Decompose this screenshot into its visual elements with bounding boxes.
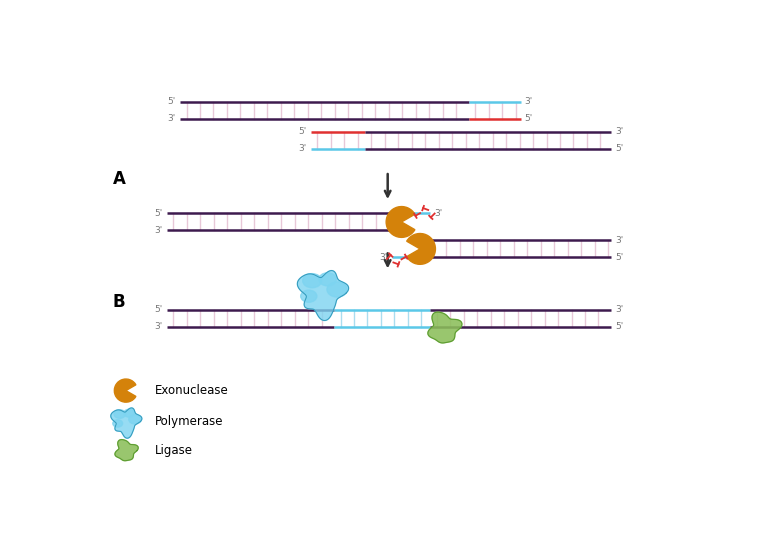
Wedge shape — [386, 207, 415, 237]
Polygon shape — [297, 270, 348, 320]
Ellipse shape — [327, 282, 347, 297]
Text: 5': 5' — [154, 305, 163, 314]
Text: 3': 3' — [434, 209, 442, 218]
Text: 5': 5' — [615, 322, 623, 331]
Text: 3': 3' — [615, 236, 623, 245]
Ellipse shape — [124, 409, 134, 417]
Ellipse shape — [129, 415, 141, 424]
Ellipse shape — [126, 394, 132, 399]
Text: 5': 5' — [615, 253, 623, 262]
Ellipse shape — [401, 227, 410, 234]
Text: 3': 3' — [615, 127, 623, 137]
Ellipse shape — [300, 290, 317, 302]
Ellipse shape — [113, 420, 123, 427]
Text: B: B — [113, 293, 126, 311]
Text: 5': 5' — [615, 144, 623, 153]
Text: Polymerase: Polymerase — [154, 415, 223, 428]
Ellipse shape — [412, 237, 421, 244]
Text: 5': 5' — [154, 209, 163, 218]
Text: 3': 3' — [615, 305, 623, 314]
Text: 3': 3' — [525, 97, 533, 106]
Text: Ligase: Ligase — [154, 444, 192, 457]
Text: 3': 3' — [154, 226, 163, 235]
Wedge shape — [407, 234, 435, 264]
Text: 5': 5' — [299, 127, 307, 137]
Ellipse shape — [114, 410, 126, 418]
Ellipse shape — [303, 274, 321, 288]
Text: 3': 3' — [299, 144, 307, 153]
Text: 3': 3' — [154, 322, 163, 331]
Polygon shape — [428, 312, 462, 343]
Text: 3': 3' — [168, 114, 176, 123]
Polygon shape — [111, 408, 142, 438]
Wedge shape — [114, 379, 136, 402]
Text: Exonuclease: Exonuclease — [154, 384, 228, 397]
Polygon shape — [115, 440, 138, 461]
Text: 5': 5' — [168, 97, 176, 106]
Text: A: A — [113, 170, 126, 188]
Ellipse shape — [319, 273, 336, 286]
Text: 5': 5' — [525, 114, 533, 123]
Text: 3': 3' — [379, 253, 388, 262]
